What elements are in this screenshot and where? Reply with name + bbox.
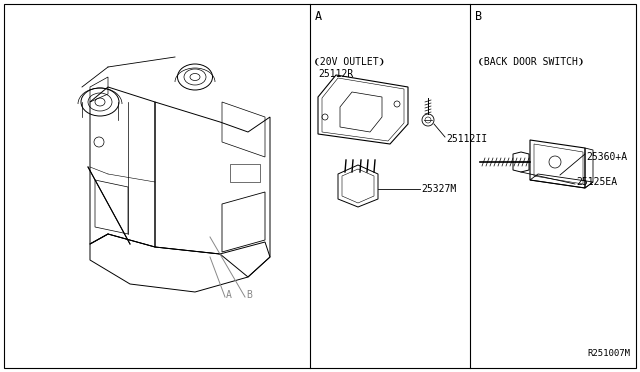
Text: 25112R: 25112R (318, 69, 353, 79)
Text: A: A (315, 10, 322, 23)
Text: ❨20V OUTLET❩: ❨20V OUTLET❩ (314, 56, 385, 66)
Text: ❨BACK DOOR SWITCH❩: ❨BACK DOOR SWITCH❩ (478, 56, 584, 66)
Text: B: B (475, 10, 482, 23)
Text: 25327M: 25327M (421, 184, 456, 194)
Text: A: A (226, 290, 232, 300)
Text: R251007M: R251007M (587, 349, 630, 358)
Text: B: B (246, 290, 252, 300)
Text: 25125EA: 25125EA (576, 177, 617, 187)
Text: 25112II: 25112II (446, 134, 487, 144)
Bar (230, 164, 260, 182)
Text: 25360+A: 25360+A (586, 152, 627, 162)
